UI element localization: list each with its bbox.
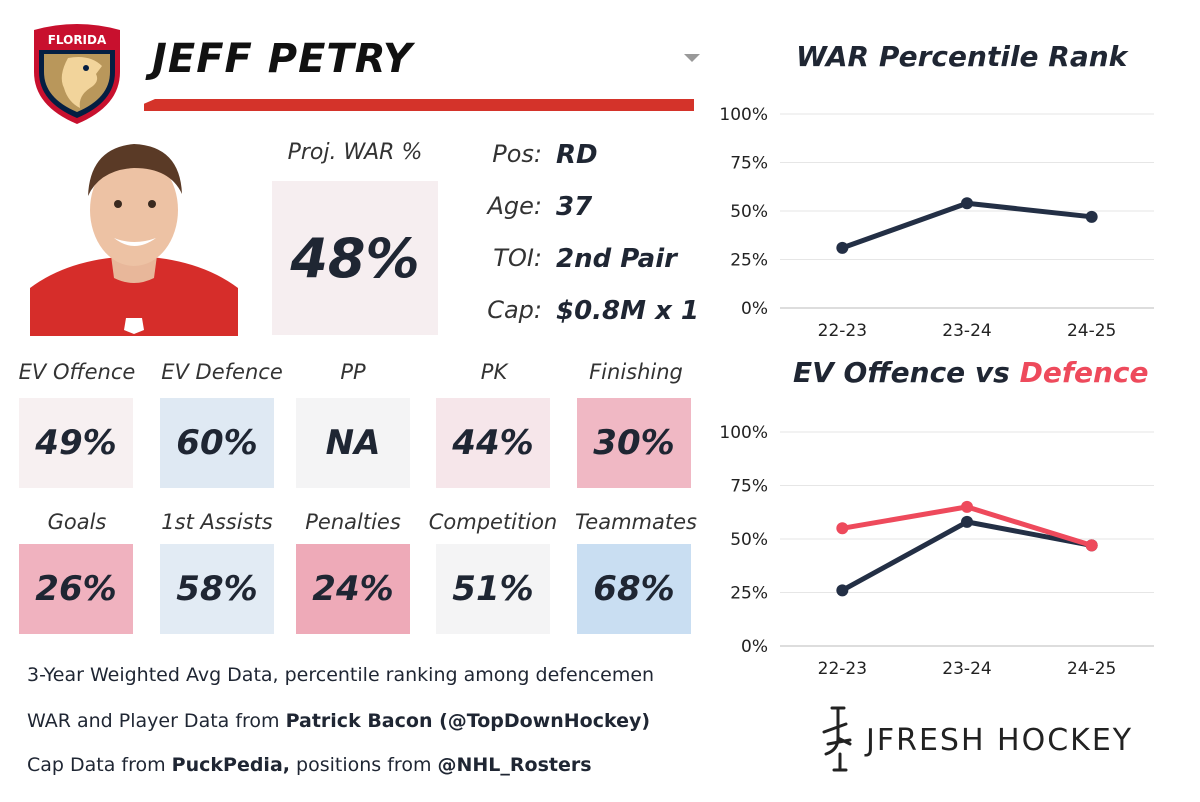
name-underline-bar	[144, 99, 694, 111]
metric-label: Penalties	[305, 510, 401, 534]
footer-text: Cap Data from	[27, 754, 172, 776]
data-point	[836, 584, 849, 597]
chart-ev-title: EV Offence vs Defence	[793, 356, 1149, 389]
metric-value: 24%	[312, 569, 394, 609]
info-cap-value: $0.8M x 1	[556, 296, 699, 326]
y-tick-label: 0%	[741, 299, 768, 319]
y-tick-label: 50%	[730, 530, 768, 550]
chart-ev-title-offence: EV Offence vs	[793, 356, 1020, 389]
metric-value: 51%	[452, 569, 534, 609]
y-tick-label: 75%	[730, 477, 768, 497]
metric-value: NA	[325, 423, 381, 463]
x-tick-label: 24-25	[1067, 321, 1116, 341]
footer-text: WAR and Player Data from	[27, 710, 286, 732]
brand-logo: JFRESH HOCKEY	[822, 706, 1133, 772]
info-age-label: Age:	[487, 192, 542, 220]
metric-label: 1st Assists	[161, 510, 273, 534]
y-tick-label: 25%	[730, 584, 768, 604]
x-tick-label: 22-23	[818, 659, 867, 679]
chart-war-title: WAR Percentile Rank	[796, 40, 1128, 73]
footer-source-bacon: Patrick Bacon (@TopDownHockey)	[285, 710, 651, 732]
footer-note-1: 3-Year Weighted Avg Data, percentile ran…	[27, 664, 655, 686]
y-tick-label: 25%	[730, 251, 768, 271]
info-pos-label: Pos:	[492, 140, 542, 168]
metric-label: EV Offence	[18, 360, 136, 384]
logo-text: FLORIDA	[48, 33, 107, 47]
metric-first-assists-box: 58%	[160, 544, 274, 634]
x-tick-label: 24-25	[1067, 659, 1116, 679]
metric-label: Teammates	[575, 510, 697, 534]
metric-value: 44%	[452, 423, 534, 463]
proj-war-value: 48%	[290, 226, 420, 290]
dropdown-arrow-icon[interactable]	[684, 54, 700, 62]
chart-war-percentile: 100% 75% 50% 25% 0% 22-23 23-24 24-25	[719, 105, 1154, 341]
info-pos-value: RD	[556, 140, 598, 170]
y-tick-label: 75%	[730, 154, 768, 174]
series-line	[839, 200, 1095, 251]
footer-source-puckpedia: PuckPedia,	[171, 754, 290, 776]
footer-note-2: WAR and Player Data from Patrick Bacon (…	[27, 710, 650, 732]
metric-pp-box: NA	[296, 398, 410, 488]
x-tick-label: 22-23	[818, 321, 867, 341]
data-point	[961, 500, 973, 513]
metric-value: 68%	[593, 569, 675, 609]
proj-war-box: 48%	[272, 181, 438, 335]
metric-finishing-box: 30%	[577, 398, 691, 488]
proj-war-label: Proj. WAR %	[287, 140, 423, 165]
player-name: JEFF PETRY	[152, 36, 413, 82]
metric-goals-box: 26%	[19, 544, 133, 634]
chart-ev-offence-defence: 100% 75% 50% 25% 0% 22-23 23-24 24-25	[719, 423, 1154, 679]
y-tick-label: 100%	[719, 423, 768, 443]
metric-label: Competition	[428, 510, 558, 534]
data-point	[961, 197, 973, 210]
x-tick-label: 23-24	[942, 659, 991, 679]
data-point	[836, 522, 849, 535]
y-tick-label: 50%	[730, 202, 768, 222]
team-logo: FLORIDA	[34, 24, 120, 124]
metric-label: PK	[480, 360, 508, 384]
x-tick-label: 23-24	[942, 321, 991, 341]
footer-note-3: Cap Data from PuckPedia, positions from …	[27, 754, 592, 776]
metric-value: 30%	[593, 423, 675, 463]
metric-ev-defence-box: 60%	[160, 398, 274, 488]
info-age-value: 37	[556, 192, 593, 222]
metric-teammates-box: 68%	[577, 544, 691, 634]
metric-label: EV Defence	[161, 360, 283, 384]
metric-label: PP	[340, 360, 366, 384]
footer-text: positions from	[290, 754, 438, 776]
brand-text: JFRESH HOCKEY	[864, 723, 1133, 758]
metric-value: 58%	[176, 569, 258, 609]
info-toi-label: TOI:	[493, 244, 542, 272]
metric-value: 26%	[35, 569, 117, 609]
metric-competition-box: 51%	[436, 544, 550, 634]
info-toi-value: 2nd Pair	[556, 244, 677, 274]
metric-value: 60%	[176, 423, 258, 463]
data-point	[961, 515, 973, 528]
metric-pk-box: 44%	[436, 398, 550, 488]
metric-value: 49%	[35, 423, 117, 463]
data-point	[1085, 210, 1098, 223]
player-photo	[30, 138, 238, 336]
metric-label: Goals	[47, 510, 107, 534]
y-tick-label: 100%	[719, 105, 768, 125]
metric-penalties-box: 24%	[296, 544, 410, 634]
metric-ev-offence-box: 49%	[19, 398, 133, 488]
data-point	[836, 241, 849, 254]
footer-source-nhl-rosters: @NHL_Rosters	[437, 754, 592, 776]
chart-ev-title-defence: Defence	[1019, 356, 1149, 389]
y-tick-label: 0%	[741, 637, 768, 657]
data-point	[1085, 539, 1098, 552]
info-cap-label: Cap:	[487, 296, 542, 324]
metric-label: Finishing	[589, 360, 683, 384]
